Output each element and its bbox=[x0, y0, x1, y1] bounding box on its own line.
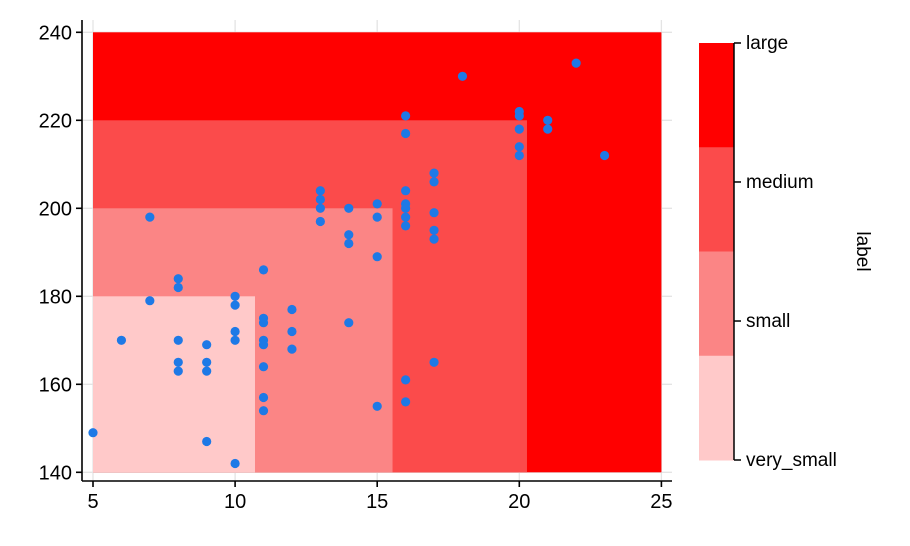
x-tick-label: 15 bbox=[366, 491, 388, 513]
data-point bbox=[543, 115, 553, 125]
data-point bbox=[202, 340, 212, 350]
y-tick-label: 180 bbox=[39, 286, 72, 308]
data-point bbox=[429, 234, 439, 244]
data-point bbox=[258, 362, 269, 372]
data-point bbox=[315, 203, 325, 213]
data-point bbox=[116, 335, 127, 345]
data-point bbox=[401, 111, 411, 121]
data-point bbox=[315, 194, 325, 205]
data-point bbox=[258, 392, 269, 403]
data-point bbox=[401, 203, 411, 213]
data-point bbox=[287, 344, 297, 354]
data-point bbox=[457, 71, 468, 81]
data-point bbox=[258, 318, 269, 328]
data-point bbox=[202, 357, 212, 367]
data-point bbox=[202, 436, 212, 447]
data-point bbox=[230, 458, 240, 469]
data-point bbox=[258, 265, 269, 275]
data-point bbox=[230, 300, 240, 310]
data-point bbox=[599, 150, 610, 161]
data-point bbox=[429, 357, 439, 367]
data-point bbox=[173, 335, 183, 345]
colorbar-segment-small bbox=[699, 251, 734, 357]
data-point bbox=[258, 340, 269, 350]
data-point bbox=[258, 406, 269, 416]
data-point bbox=[429, 225, 439, 235]
data-point bbox=[514, 150, 524, 161]
x-tick-label: 10 bbox=[224, 491, 246, 513]
data-point bbox=[315, 216, 325, 227]
y-tick-label: 220 bbox=[39, 110, 72, 132]
data-point bbox=[429, 177, 439, 187]
data-point bbox=[315, 186, 325, 196]
data-point bbox=[372, 401, 382, 411]
x-tick-label: 5 bbox=[87, 491, 98, 513]
data-point bbox=[401, 375, 411, 385]
colorbar-tick-label: very_small bbox=[746, 450, 837, 471]
y-tick-label: 160 bbox=[39, 374, 72, 396]
data-point bbox=[372, 252, 382, 262]
data-point bbox=[401, 186, 411, 196]
data-point bbox=[372, 212, 382, 222]
region-very_small bbox=[93, 296, 255, 473]
data-point bbox=[88, 428, 98, 438]
y-tick-label: 240 bbox=[39, 22, 72, 44]
data-point bbox=[344, 203, 354, 213]
data-point bbox=[344, 238, 354, 249]
data-point bbox=[145, 296, 155, 306]
colorbar-segment-very_small bbox=[699, 355, 734, 461]
data-point bbox=[401, 128, 411, 139]
y-tick-label: 200 bbox=[39, 198, 72, 220]
y-tick-label: 140 bbox=[39, 462, 72, 484]
colorbar-tick-label: medium bbox=[746, 172, 814, 193]
data-point bbox=[287, 304, 297, 315]
data-point bbox=[287, 326, 297, 337]
data-point bbox=[429, 208, 439, 218]
data-point bbox=[344, 230, 354, 240]
data-point bbox=[230, 291, 240, 301]
data-point bbox=[173, 366, 183, 376]
data-point bbox=[401, 212, 411, 222]
data-point bbox=[514, 142, 524, 152]
data-point bbox=[173, 274, 183, 284]
colorbar-segment-large bbox=[699, 43, 734, 148]
colorbar-tick-label: large bbox=[746, 33, 788, 54]
data-point bbox=[401, 397, 411, 407]
data-point bbox=[173, 357, 183, 367]
data-point bbox=[514, 111, 524, 121]
colorbar-tick-label: small bbox=[746, 311, 790, 332]
data-point bbox=[344, 318, 354, 328]
data-point bbox=[571, 58, 581, 68]
data-point bbox=[514, 124, 524, 134]
colorbar-title: label bbox=[852, 231, 873, 271]
data-point bbox=[401, 221, 411, 231]
data-point bbox=[202, 366, 212, 376]
colorbar-segment-medium bbox=[699, 147, 734, 252]
data-point bbox=[173, 282, 183, 293]
data-point bbox=[230, 335, 240, 345]
data-point bbox=[429, 168, 439, 178]
data-point bbox=[372, 199, 382, 209]
x-tick-label: 20 bbox=[508, 491, 530, 513]
data-point bbox=[145, 212, 155, 222]
x-tick-label: 25 bbox=[650, 491, 672, 513]
data-point bbox=[543, 124, 553, 134]
data-point bbox=[230, 326, 240, 337]
